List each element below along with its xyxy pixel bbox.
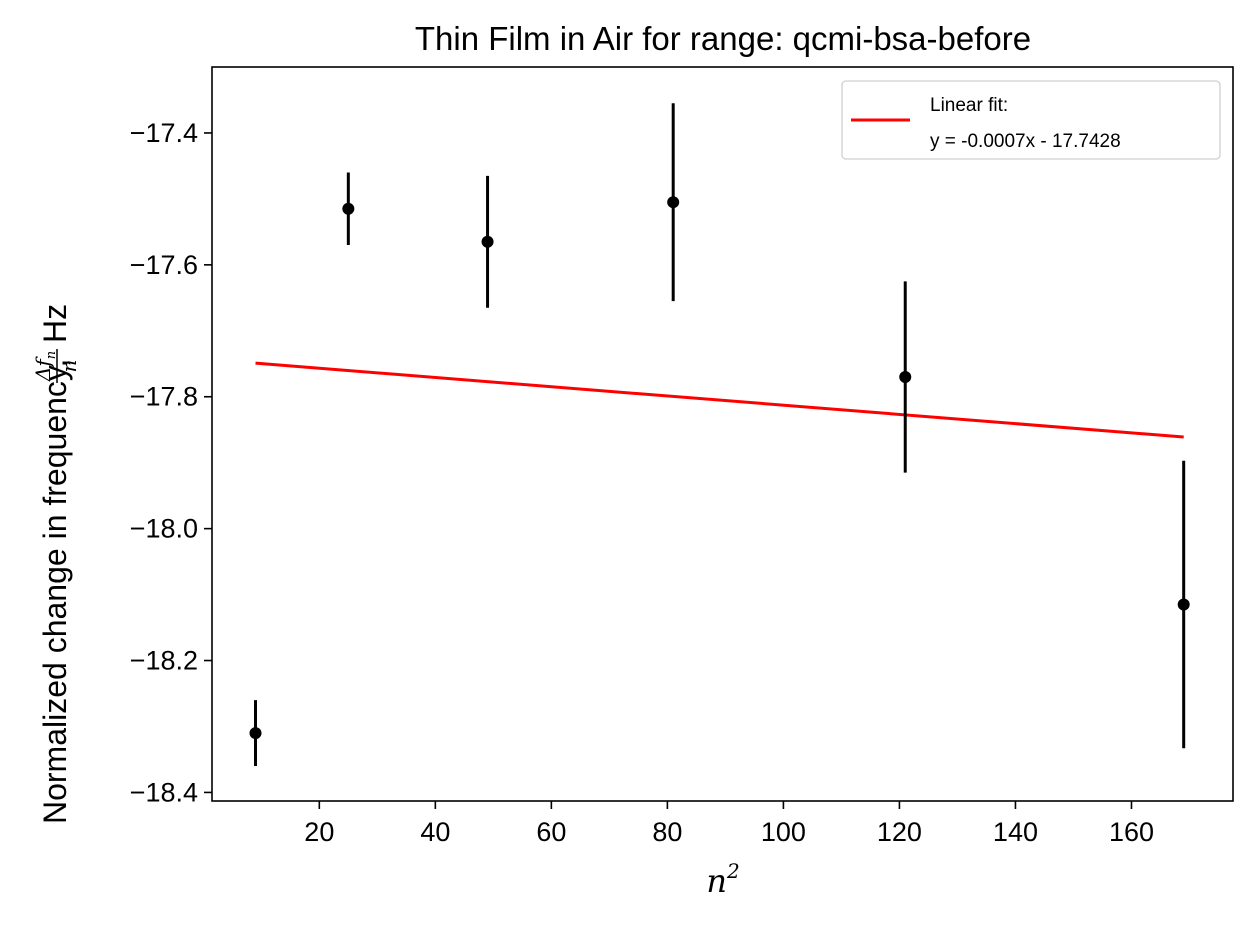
- y-axis-label: Normalized change in frequency, Δfn n Hz: [31, 304, 81, 824]
- plot-area: [250, 103, 1190, 766]
- y-axis-label-text: Normalized change in frequency,: [37, 359, 73, 824]
- y-tick-label: −17.6: [130, 250, 198, 280]
- y-tick-label: −18.2: [130, 646, 198, 676]
- y-axis: −17.4 −17.6 −17.8 −18.0 −18.2 −18.4: [130, 118, 212, 807]
- data-point: [482, 236, 494, 248]
- chart-title: Thin Film in Air for range: qcmi-bsa-bef…: [415, 20, 1031, 57]
- y-axis-label-denominator: n: [57, 360, 81, 373]
- x-tick-label: 140: [993, 817, 1038, 847]
- legend: Linear fit: y = -0.0007x - 17.7428: [842, 81, 1220, 159]
- x-axis-label: n2: [706, 859, 739, 900]
- x-tick-label: 60: [536, 817, 566, 847]
- data-point: [342, 203, 354, 215]
- x-axis: 20 40 60 80 100 120 140 160: [304, 801, 1154, 847]
- y-tick-label: −18.0: [130, 514, 198, 544]
- data-point: [1178, 598, 1190, 610]
- y-axis-label-unit: Hz: [37, 304, 73, 343]
- y-tick-label: −17.4: [130, 118, 198, 148]
- x-tick-label: 80: [652, 817, 682, 847]
- plot-frame: [212, 67, 1233, 801]
- x-tick-label: 120: [877, 817, 922, 847]
- x-tick-label: 40: [420, 817, 450, 847]
- y-axis-label-numerator: Δfn: [31, 351, 59, 382]
- data-point: [250, 727, 262, 739]
- y-tick-label: −18.4: [130, 777, 198, 807]
- y-tick-label: −17.8: [130, 382, 198, 412]
- data-point: [899, 371, 911, 383]
- legend-label-fit-equation: y = -0.0007x - 17.7428: [930, 131, 1121, 152]
- x-tick-label: 20: [304, 817, 334, 847]
- x-tick-label: 160: [1109, 817, 1154, 847]
- x-tick-label: 100: [761, 817, 806, 847]
- data-point: [667, 196, 679, 208]
- fit-line: [256, 363, 1184, 437]
- legend-label-fit: Linear fit:: [930, 95, 1008, 116]
